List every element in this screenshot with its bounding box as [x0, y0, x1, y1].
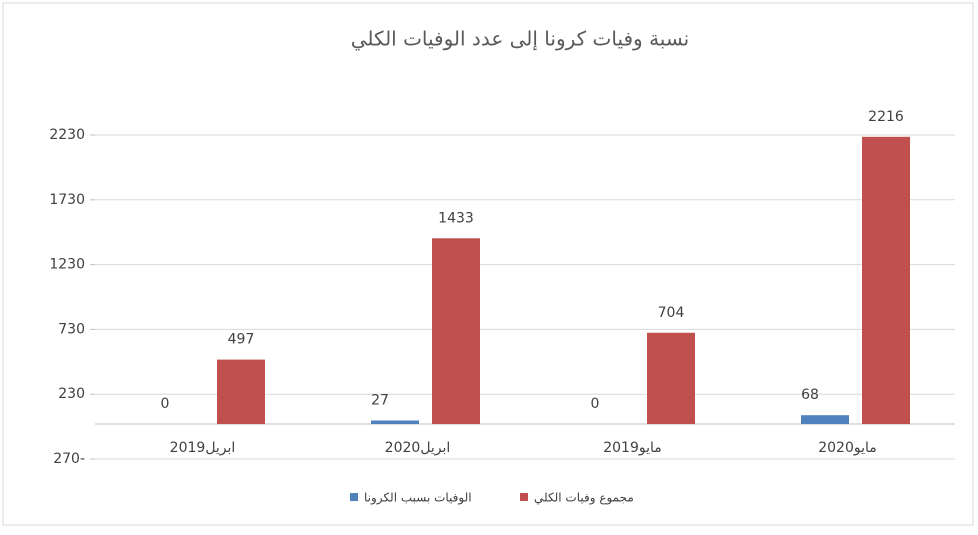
- y-tick-label: 230: [58, 386, 85, 402]
- data-label: 704: [658, 305, 685, 321]
- x-tick-label: ابريل2020: [385, 440, 451, 456]
- bar: [432, 238, 480, 425]
- chart-title: نسبة وفيات كرونا إلى عدد الوفيات الكلي: [351, 27, 690, 52]
- data-label: 1433: [438, 210, 474, 226]
- data-label: 0: [161, 396, 170, 412]
- x-tick-label: ابريل2019: [170, 440, 236, 456]
- x-tick-label: مايو2019: [603, 440, 662, 456]
- data-label: 497: [228, 332, 255, 348]
- legend-label: الوفيات بسبب الكرونا: [364, 491, 472, 506]
- legend-swatch: [520, 493, 528, 501]
- data-label: 68: [801, 387, 819, 403]
- chart-border: [2, 2, 974, 526]
- data-label: 27: [371, 393, 389, 409]
- x-tick-label: مايو2020: [818, 440, 877, 456]
- y-tick-label: 270-: [53, 451, 85, 467]
- bar: [217, 359, 265, 425]
- legend-swatch: [350, 493, 358, 501]
- bar: [862, 136, 910, 425]
- data-label: 0: [591, 396, 600, 412]
- y-tick-label: 2230: [49, 127, 85, 143]
- y-tick-label: 1230: [49, 257, 85, 273]
- y-tick-label: 1730: [49, 192, 85, 208]
- y-tick-label: 730: [58, 321, 85, 337]
- bar: [801, 415, 849, 425]
- bar: [647, 332, 695, 425]
- legend-label: مجموع وفيات الكلي: [534, 491, 634, 506]
- bar: [371, 420, 419, 425]
- data-label: 2216: [868, 109, 904, 125]
